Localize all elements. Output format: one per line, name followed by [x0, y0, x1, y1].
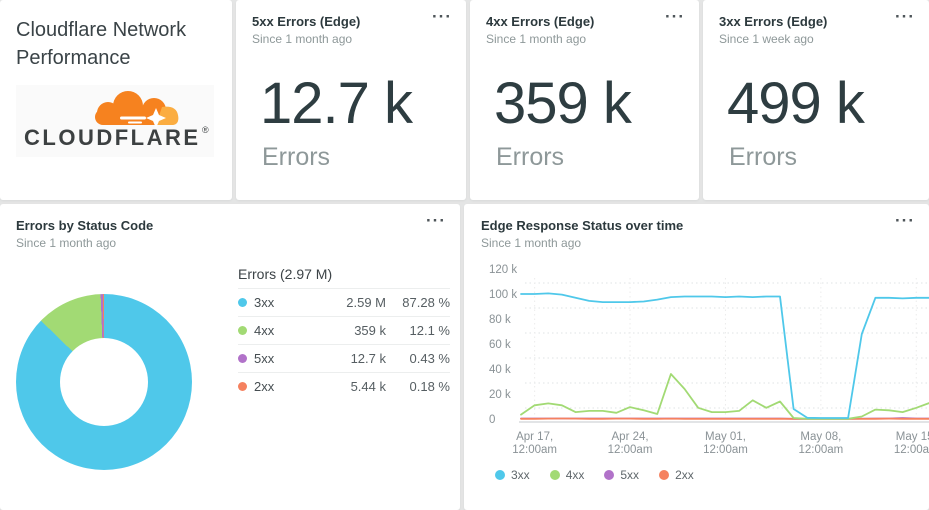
stat-value: 499 k — [727, 71, 865, 136]
x-axis-label: Apr 17, — [516, 431, 553, 443]
series-dot-4xx — [238, 326, 247, 335]
stat-label: Errors — [496, 143, 565, 171]
legend-item-4xx[interactable]: 4xx — [549, 468, 585, 482]
cloudflare-logo: CLOUDFLARE ® — [16, 85, 214, 157]
series-value: 12.7 k — [350, 351, 386, 366]
ellipsis-menu-icon[interactable]: ··· — [432, 7, 452, 26]
top-row: Cloudflare Network Performance — [0, 0, 929, 200]
y-axis-label: 120 k — [489, 264, 517, 276]
series-dot-2xx — [238, 382, 247, 391]
series-value: 5.44 k — [350, 379, 386, 394]
edge-response-status-card: Edge Response Status over time Since 1 m… — [464, 204, 929, 510]
dashboard-title-card: Cloudflare Network Performance — [0, 0, 232, 200]
card-title: 3xx Errors (Edge) — [719, 14, 828, 29]
card-subtitle: Since 1 week ago — [719, 32, 814, 46]
x-axis-label: May 01, — [705, 431, 746, 443]
x-axis-label: Apr 24, — [612, 431, 649, 443]
x-axis-sublabel: 12:00am — [703, 444, 748, 456]
stat-card-3xx: 3xx Errors (Edge) Since 1 week ago ··· 4… — [703, 0, 929, 200]
legend-dot-4xx — [549, 470, 560, 480]
bottom-row: Errors by Status Code Since 1 month ago … — [0, 204, 929, 510]
card-title: Errors by Status Code — [16, 218, 154, 233]
ellipsis-menu-icon[interactable]: ··· — [426, 211, 446, 230]
cloudflare-wordmark: CLOUDFLARE — [24, 125, 201, 150]
card-subtitle: Since 1 month ago — [486, 32, 587, 46]
card-subtitle: Since 1 month ago — [16, 236, 117, 250]
series-line-4xx[interactable] — [520, 373, 929, 420]
legend-dot-3xx — [495, 470, 505, 480]
stat-value: 359 k — [494, 71, 632, 136]
series-dot-5xx — [238, 354, 247, 363]
stat-label: Errors — [729, 143, 798, 171]
y-axis-label: 0 — [489, 414, 495, 426]
legend-item-3xx[interactable]: 3xx — [495, 468, 530, 482]
series-value: 2.59 M — [346, 295, 386, 310]
stat-value: 12.7 k — [260, 71, 413, 136]
donut-chart[interactable] — [16, 294, 192, 470]
pie-legend-row-3xx[interactable]: 3xx 2.59 M 87.28 % — [238, 288, 450, 316]
series-name: 4xx — [254, 323, 275, 338]
x-axis-sublabel: 12:00am — [798, 444, 843, 456]
pie-legend-row-5xx[interactable]: 5xx 12.7 k 0.43 % — [238, 344, 450, 372]
card-title: 4xx Errors (Edge) — [486, 14, 595, 29]
pie-legend-row-2xx[interactable]: 2xx 5.44 k 0.18 % — [238, 372, 450, 400]
registered-mark: ® — [202, 125, 209, 135]
card-title: Edge Response Status over time — [481, 218, 684, 233]
card-subtitle: Since 1 month ago — [252, 32, 353, 46]
series-dot-3xx — [238, 298, 247, 307]
y-axis-label: 20 k — [489, 389, 511, 401]
x-axis-label: May 15, — [896, 431, 929, 443]
y-axis-label: 40 k — [489, 364, 511, 376]
stat-label: Errors — [262, 143, 331, 171]
pie-table-header: Errors (2.97 M) — [238, 266, 333, 282]
series-percent: 87.28 % — [402, 295, 450, 310]
series-percent: 0.43 % — [409, 351, 450, 366]
stat-card-4xx: 4xx Errors (Edge) Since 1 month ago ··· … — [470, 0, 699, 200]
errors-by-status-card: Errors by Status Code Since 1 month ago … — [0, 204, 460, 510]
series-name: 5xx — [254, 351, 275, 366]
y-axis-label: 100 k — [489, 289, 517, 301]
series-name: 3xx — [254, 295, 275, 310]
series-percent: 12.1 % — [409, 323, 450, 338]
legend-item-5xx[interactable]: 5xx — [604, 468, 639, 482]
cloudflare-logo-icon: CLOUDFLARE ® — [24, 91, 209, 150]
page-title: Cloudflare Network Performance — [16, 19, 187, 69]
donut-hole — [60, 338, 148, 426]
legend-dot-5xx — [604, 470, 615, 480]
ellipsis-menu-icon[interactable]: ··· — [895, 211, 915, 230]
x-axis-sublabel: 12:00am — [512, 444, 557, 456]
y-axis-label: 80 k — [489, 314, 511, 326]
legend-label: 4xx — [565, 468, 585, 482]
pie-legend-table: Errors (2.97 M) 3xx 2.59 M 87.28 % 4xx 3… — [238, 266, 450, 400]
legend-label: 2xx — [675, 468, 694, 482]
y-axis-label: 60 k — [489, 339, 511, 351]
card-subtitle: Since 1 month ago — [481, 236, 582, 250]
legend-item-2xx[interactable]: 2xx — [659, 468, 694, 482]
series-percent: 0.18 % — [409, 379, 450, 394]
series-name: 2xx — [254, 379, 275, 394]
ellipsis-menu-icon[interactable]: ··· — [895, 7, 915, 26]
series-value: 359 k — [354, 323, 386, 338]
series-line-3xx[interactable] — [520, 292, 929, 419]
legend-label: 3xx — [511, 468, 530, 482]
x-axis-label: May 08, — [800, 431, 841, 443]
ellipsis-menu-icon[interactable]: ··· — [665, 7, 685, 26]
cloudflare-cloud-icon — [95, 91, 179, 128]
card-title: 5xx Errors (Edge) — [252, 14, 361, 29]
legend-label: 5xx — [620, 468, 640, 482]
pie-legend-row-4xx[interactable]: 4xx 359 k 12.1 % — [238, 316, 450, 344]
line-chart-legend: 3xx 4xx 5xx 2xx — [495, 468, 929, 482]
stat-card-5xx: 5xx Errors (Edge) Since 1 month ago ··· … — [236, 0, 466, 200]
x-axis-sublabel: 12:00am — [894, 444, 929, 456]
legend-dot-2xx — [659, 470, 670, 480]
x-axis-sublabel: 12:00am — [608, 444, 653, 456]
